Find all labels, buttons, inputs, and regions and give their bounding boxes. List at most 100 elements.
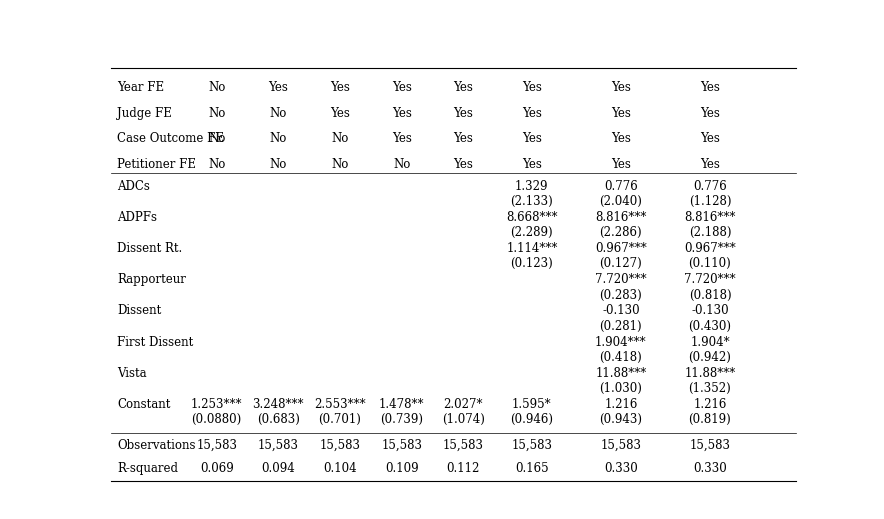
Text: (0.943): (0.943): [599, 413, 643, 426]
Text: -0.130: -0.130: [691, 305, 728, 318]
Text: 0.109: 0.109: [385, 462, 418, 475]
Text: (0.946): (0.946): [510, 413, 553, 426]
Text: First Dissent: First Dissent: [118, 336, 194, 349]
Text: (0.281): (0.281): [599, 320, 642, 333]
Text: Petitioner FE: Petitioner FE: [118, 158, 196, 171]
Text: 8.816***: 8.816***: [684, 211, 735, 224]
Text: R-squared: R-squared: [118, 462, 179, 475]
Text: 0.330: 0.330: [604, 462, 637, 475]
Text: No: No: [393, 158, 410, 171]
Text: 0.776: 0.776: [604, 180, 637, 193]
Text: 1.478**: 1.478**: [379, 398, 424, 411]
Text: Yes: Yes: [522, 158, 542, 171]
Text: 1.253***: 1.253***: [191, 398, 242, 411]
Text: Yes: Yes: [522, 106, 542, 120]
Text: No: No: [208, 132, 225, 145]
Text: Yes: Yes: [330, 81, 350, 94]
Text: (2.286): (2.286): [599, 226, 642, 239]
Text: (0.819): (0.819): [689, 413, 731, 426]
Text: 15,583: 15,583: [600, 439, 642, 452]
Text: (0.942): (0.942): [689, 351, 731, 364]
Text: (0.418): (0.418): [599, 351, 643, 364]
Text: 0.165: 0.165: [515, 462, 549, 475]
Text: 15,583: 15,583: [258, 439, 299, 452]
Text: No: No: [208, 106, 225, 120]
Text: Dissent: Dissent: [118, 305, 162, 318]
Text: No: No: [208, 81, 225, 94]
Text: 15,583: 15,583: [690, 439, 730, 452]
Text: (0.430): (0.430): [689, 320, 731, 333]
Text: 0.967***: 0.967***: [595, 242, 647, 255]
Text: Yes: Yes: [700, 132, 720, 145]
Text: Yes: Yes: [330, 106, 350, 120]
Text: 1.595*: 1.595*: [512, 398, 552, 411]
Text: 0.094: 0.094: [262, 462, 295, 475]
Text: Vista: Vista: [118, 367, 147, 380]
Text: Yes: Yes: [611, 132, 631, 145]
Text: Judge FE: Judge FE: [118, 106, 172, 120]
Text: 3.248***: 3.248***: [253, 398, 304, 411]
Text: Case Outcome FE: Case Outcome FE: [118, 132, 225, 145]
Text: 0.112: 0.112: [446, 462, 480, 475]
Text: Yes: Yes: [611, 158, 631, 171]
Text: (2.289): (2.289): [511, 226, 553, 239]
Text: (0.110): (0.110): [689, 257, 731, 270]
Text: 1.216: 1.216: [693, 398, 727, 411]
Text: 2.553***: 2.553***: [314, 398, 366, 411]
Text: ADCs: ADCs: [118, 180, 150, 193]
Text: (0.283): (0.283): [599, 289, 643, 302]
Text: 1.114***: 1.114***: [507, 242, 558, 255]
Text: 7.720***: 7.720***: [684, 274, 735, 286]
Text: Yes: Yes: [392, 81, 412, 94]
Text: (1.352): (1.352): [689, 382, 731, 395]
Text: (1.128): (1.128): [689, 195, 731, 208]
Text: No: No: [208, 158, 225, 171]
Text: 11.88***: 11.88***: [684, 367, 735, 380]
Text: 0.967***: 0.967***: [684, 242, 735, 255]
Text: Yes: Yes: [611, 106, 631, 120]
Text: 1.904***: 1.904***: [595, 336, 647, 349]
Text: Rapporteur: Rapporteur: [118, 274, 187, 286]
Text: (0.683): (0.683): [257, 413, 300, 426]
Text: Yes: Yes: [453, 106, 473, 120]
Text: Yes: Yes: [453, 132, 473, 145]
Text: 15,583: 15,583: [511, 439, 552, 452]
Text: No: No: [270, 132, 287, 145]
Text: 0.069: 0.069: [200, 462, 233, 475]
Text: Yes: Yes: [269, 81, 288, 94]
Text: Yes: Yes: [453, 81, 473, 94]
Text: Yes: Yes: [700, 81, 720, 94]
Text: Yes: Yes: [392, 132, 412, 145]
Text: (2.133): (2.133): [510, 195, 553, 208]
Text: 1.216: 1.216: [604, 398, 637, 411]
Text: 1.329: 1.329: [515, 180, 549, 193]
Text: 11.88***: 11.88***: [595, 367, 646, 380]
Text: (0.701): (0.701): [318, 413, 362, 426]
Text: (2.040): (2.040): [599, 195, 643, 208]
Text: 0.776: 0.776: [693, 180, 727, 193]
Text: 8.668***: 8.668***: [506, 211, 558, 224]
Text: (1.030): (1.030): [599, 382, 643, 395]
Text: 2.027*: 2.027*: [444, 398, 483, 411]
Text: (1.074): (1.074): [442, 413, 484, 426]
Text: 0.104: 0.104: [324, 462, 357, 475]
Text: Yes: Yes: [700, 106, 720, 120]
Text: Constant: Constant: [118, 398, 171, 411]
Text: (2.188): (2.188): [689, 226, 731, 239]
Text: 15,583: 15,583: [381, 439, 423, 452]
Text: (0.127): (0.127): [599, 257, 643, 270]
Text: Yes: Yes: [522, 132, 542, 145]
Text: Observations: Observations: [118, 439, 196, 452]
Text: No: No: [270, 106, 287, 120]
Text: 15,583: 15,583: [319, 439, 361, 452]
Text: (0.0880): (0.0880): [192, 413, 242, 426]
Text: ADPFs: ADPFs: [118, 211, 157, 224]
Text: 15,583: 15,583: [443, 439, 484, 452]
Text: Yes: Yes: [522, 81, 542, 94]
Text: (0.739): (0.739): [380, 413, 423, 426]
Text: 1.904*: 1.904*: [690, 336, 730, 349]
Text: No: No: [332, 158, 348, 171]
Text: Yes: Yes: [611, 81, 631, 94]
Text: -0.130: -0.130: [602, 305, 640, 318]
Text: 8.816***: 8.816***: [595, 211, 646, 224]
